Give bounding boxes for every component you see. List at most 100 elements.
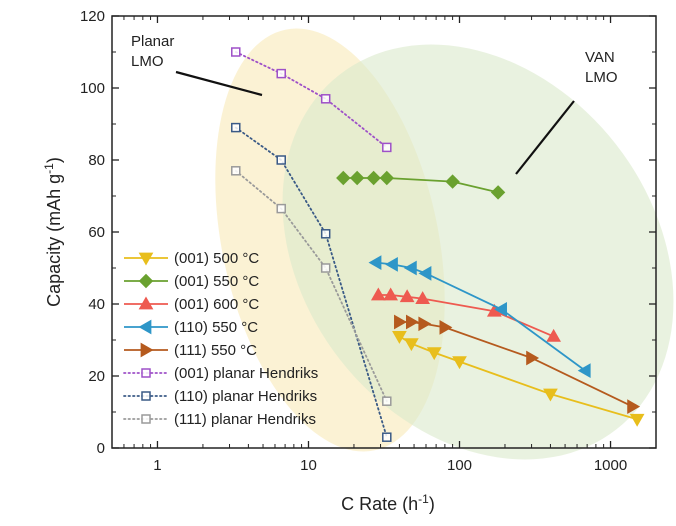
- legend-marker: [138, 296, 154, 310]
- x-tick-label: 1: [153, 457, 161, 474]
- x-axis-title-main: C Rate (h: [341, 494, 418, 514]
- data-point: [366, 170, 381, 186]
- data-point: [439, 320, 453, 335]
- y-tick-label: 100: [80, 80, 105, 97]
- legend-marker: [140, 342, 154, 358]
- data-point: [368, 255, 382, 270]
- data-point: [336, 170, 351, 186]
- data-point: [382, 396, 392, 406]
- annotation-line: LMO: [131, 53, 164, 70]
- data-point: [384, 257, 398, 272]
- annotation-line: LMO: [585, 69, 618, 86]
- data-point: [627, 399, 641, 414]
- legend-item-6: (110) planar Hendriks: [123, 388, 317, 405]
- series-5: [231, 47, 392, 153]
- x-axis-title-sup: -1: [418, 492, 429, 506]
- x-tick-label: 1000: [594, 457, 627, 474]
- series-3: [368, 255, 591, 378]
- background-ellipses: [215, 28, 674, 460]
- y-tick-label: 80: [88, 152, 105, 169]
- data-point: [415, 291, 431, 304]
- data-point: [403, 260, 417, 276]
- y-tick-label: 120: [80, 8, 105, 25]
- data-point: [404, 338, 419, 352]
- legend-marker: [138, 252, 154, 266]
- annotation-line: Planar: [131, 33, 174, 50]
- data-point: [276, 203, 286, 214]
- legend-item-3: (110) 550 °C: [124, 319, 258, 336]
- series-0: [392, 331, 645, 427]
- van-lmo-ellipse: [282, 44, 674, 460]
- data-point: [320, 263, 331, 273]
- y-axis-title-sup: -1: [42, 163, 56, 174]
- annotation-pointer: [515, 100, 575, 175]
- data-point: [405, 314, 419, 330]
- legend-label: (111) 550 °C: [174, 342, 257, 359]
- legend-marker: [138, 319, 152, 335]
- legend-item-2: (001) 600 °C: [124, 296, 259, 313]
- annotation-van-lmo: VAN LMO: [515, 49, 618, 175]
- legend-item-0: (001) 500 °C: [124, 250, 259, 267]
- legend: (001) 500 °C (001) 550 °C (001) 600 °C (110…: [123, 250, 318, 428]
- data-point: [370, 287, 386, 301]
- legend-label: (001) 500 °C: [174, 250, 259, 267]
- series-line: [234, 169, 388, 403]
- legend-marker: [138, 273, 154, 289]
- legend-marker: [141, 414, 151, 424]
- data-point: [577, 363, 591, 378]
- legend-label: (110) planar Hendriks: [174, 388, 317, 405]
- series-2: [370, 287, 561, 342]
- annotations: Planar LMO VAN LMO: [131, 33, 618, 175]
- y-tick-label: 40: [88, 296, 105, 313]
- data-point: [394, 314, 407, 330]
- y-tick-label: 0: [97, 440, 105, 457]
- data-point: [418, 316, 432, 332]
- data-point: [231, 47, 241, 57]
- y-axis-title-main: Capacity (mAh g: [44, 174, 64, 307]
- data-point: [546, 328, 561, 342]
- series-1: [336, 170, 506, 200]
- x-axis-title-end: ): [429, 494, 435, 514]
- data-point: [526, 350, 540, 366]
- annotation-planar-lmo: Planar LMO: [131, 33, 263, 97]
- data-point: [494, 302, 507, 317]
- legend-label: (110) 550 °C: [174, 319, 258, 336]
- series-4: [394, 314, 641, 414]
- data-point: [399, 289, 415, 303]
- series-7: [231, 166, 392, 406]
- y-tick-label: 60: [88, 224, 105, 241]
- series-line: [234, 51, 388, 149]
- data-point: [490, 185, 506, 200]
- data-point: [426, 347, 442, 361]
- data-point: [382, 432, 392, 442]
- x-tick-label: 100: [447, 457, 472, 474]
- x-axis-title: C Rate (h-1): [341, 492, 435, 514]
- legend-marker: [141, 368, 151, 378]
- data-point: [276, 155, 286, 165]
- y-axis-title: Capacity (mAh g-1): [42, 157, 64, 307]
- data-point: [629, 413, 645, 427]
- legend-label: (111) planar Hendriks: [174, 411, 316, 428]
- data-point: [320, 229, 331, 239]
- legend-item-1: (001) 550 °C: [124, 273, 259, 290]
- data-point: [349, 170, 365, 186]
- legend-label: (001) 550 °C: [174, 273, 259, 290]
- y-tick-label: 20: [88, 368, 105, 385]
- legend-label: (001) 600 °C: [174, 296, 259, 313]
- legend-marker: [141, 391, 151, 401]
- data-point: [383, 287, 399, 301]
- legend-item-7: (111) planar Hendriks: [123, 411, 316, 428]
- annotation-line: VAN: [585, 49, 615, 66]
- data-point: [452, 356, 467, 370]
- data-point: [543, 388, 558, 402]
- data-point: [320, 94, 331, 104]
- data-point: [379, 170, 395, 186]
- legend-label: (001) planar Hendriks: [174, 365, 318, 382]
- x-tick-label: 10: [300, 457, 317, 474]
- annotation-pointer: [175, 70, 263, 97]
- data-point: [418, 266, 432, 281]
- series-layer: [231, 47, 645, 442]
- legend-item-5: (001) planar Hendriks: [123, 365, 318, 382]
